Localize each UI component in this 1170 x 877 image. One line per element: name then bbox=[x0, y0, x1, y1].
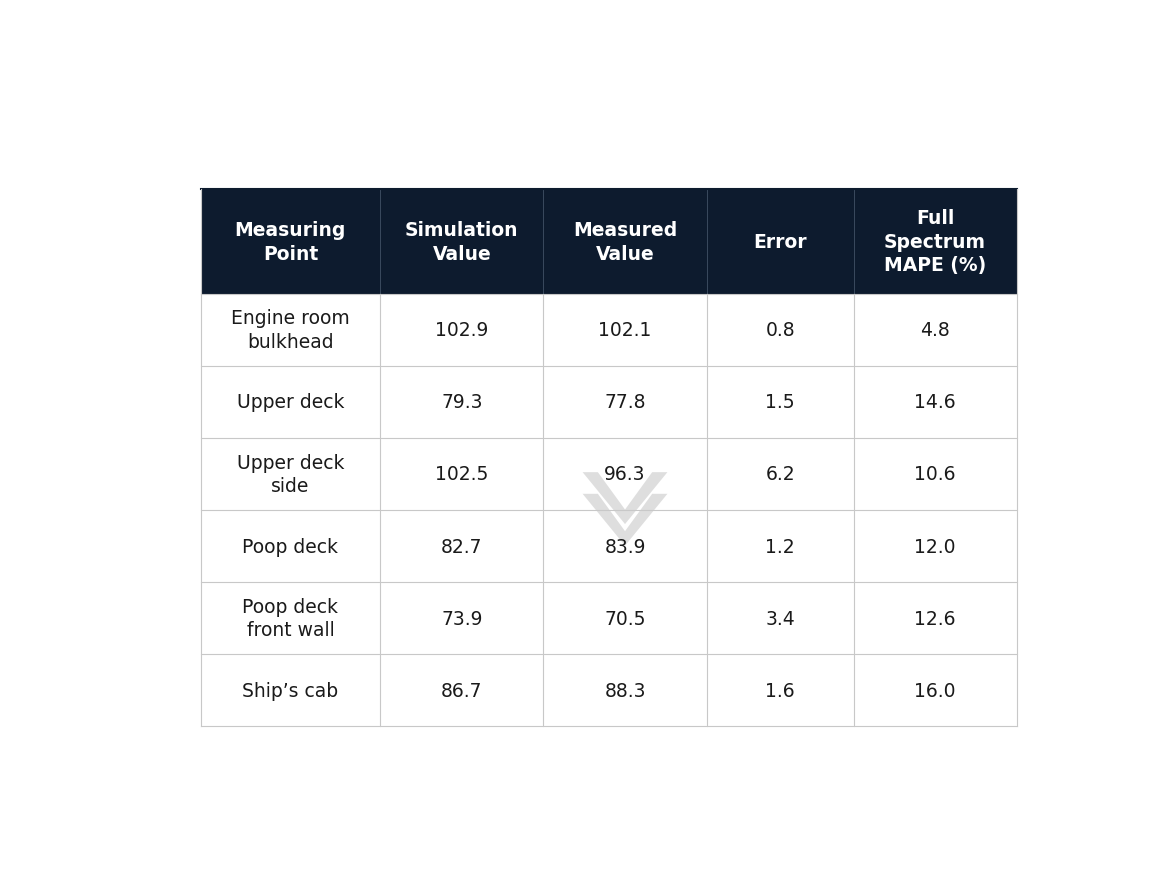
Text: Poop deck: Poop deck bbox=[242, 537, 338, 556]
Text: 10.6: 10.6 bbox=[915, 465, 956, 484]
Text: 82.7: 82.7 bbox=[441, 537, 482, 556]
Text: Upper deck
side: Upper deck side bbox=[236, 453, 344, 496]
Text: Poop deck
front wall: Poop deck front wall bbox=[242, 597, 338, 639]
Text: 77.8: 77.8 bbox=[604, 393, 646, 412]
Text: Measuring
Point: Measuring Point bbox=[235, 221, 346, 263]
Text: 83.9: 83.9 bbox=[604, 537, 646, 556]
Text: Engine room
bulkhead: Engine room bulkhead bbox=[230, 309, 350, 352]
Text: Full
Spectrum
MAPE (%): Full Spectrum MAPE (%) bbox=[885, 209, 986, 275]
Text: 4.8: 4.8 bbox=[921, 321, 950, 340]
Polygon shape bbox=[583, 473, 667, 524]
Text: 12.6: 12.6 bbox=[915, 609, 956, 628]
Polygon shape bbox=[583, 495, 667, 546]
Text: 88.3: 88.3 bbox=[604, 681, 646, 700]
Text: 12.0: 12.0 bbox=[915, 537, 956, 556]
Text: 70.5: 70.5 bbox=[604, 609, 646, 628]
Text: 6.2: 6.2 bbox=[765, 465, 794, 484]
Text: 102.9: 102.9 bbox=[435, 321, 489, 340]
Text: 1.2: 1.2 bbox=[765, 537, 794, 556]
Text: 73.9: 73.9 bbox=[441, 609, 482, 628]
Text: Measured
Value: Measured Value bbox=[573, 221, 677, 263]
Text: 0.8: 0.8 bbox=[765, 321, 794, 340]
Text: 86.7: 86.7 bbox=[441, 681, 482, 700]
Text: Error: Error bbox=[753, 232, 807, 252]
Text: Upper deck: Upper deck bbox=[236, 393, 344, 412]
Text: 3.4: 3.4 bbox=[765, 609, 794, 628]
Text: Ship’s cab: Ship’s cab bbox=[242, 681, 338, 700]
Text: 16.0: 16.0 bbox=[915, 681, 956, 700]
Text: 79.3: 79.3 bbox=[441, 393, 482, 412]
Text: 102.5: 102.5 bbox=[435, 465, 489, 484]
Text: Simulation
Value: Simulation Value bbox=[405, 221, 518, 263]
Text: 96.3: 96.3 bbox=[604, 465, 646, 484]
Text: 1.5: 1.5 bbox=[765, 393, 794, 412]
Text: 14.6: 14.6 bbox=[914, 393, 956, 412]
Text: 1.6: 1.6 bbox=[765, 681, 794, 700]
Text: 102.1: 102.1 bbox=[598, 321, 652, 340]
